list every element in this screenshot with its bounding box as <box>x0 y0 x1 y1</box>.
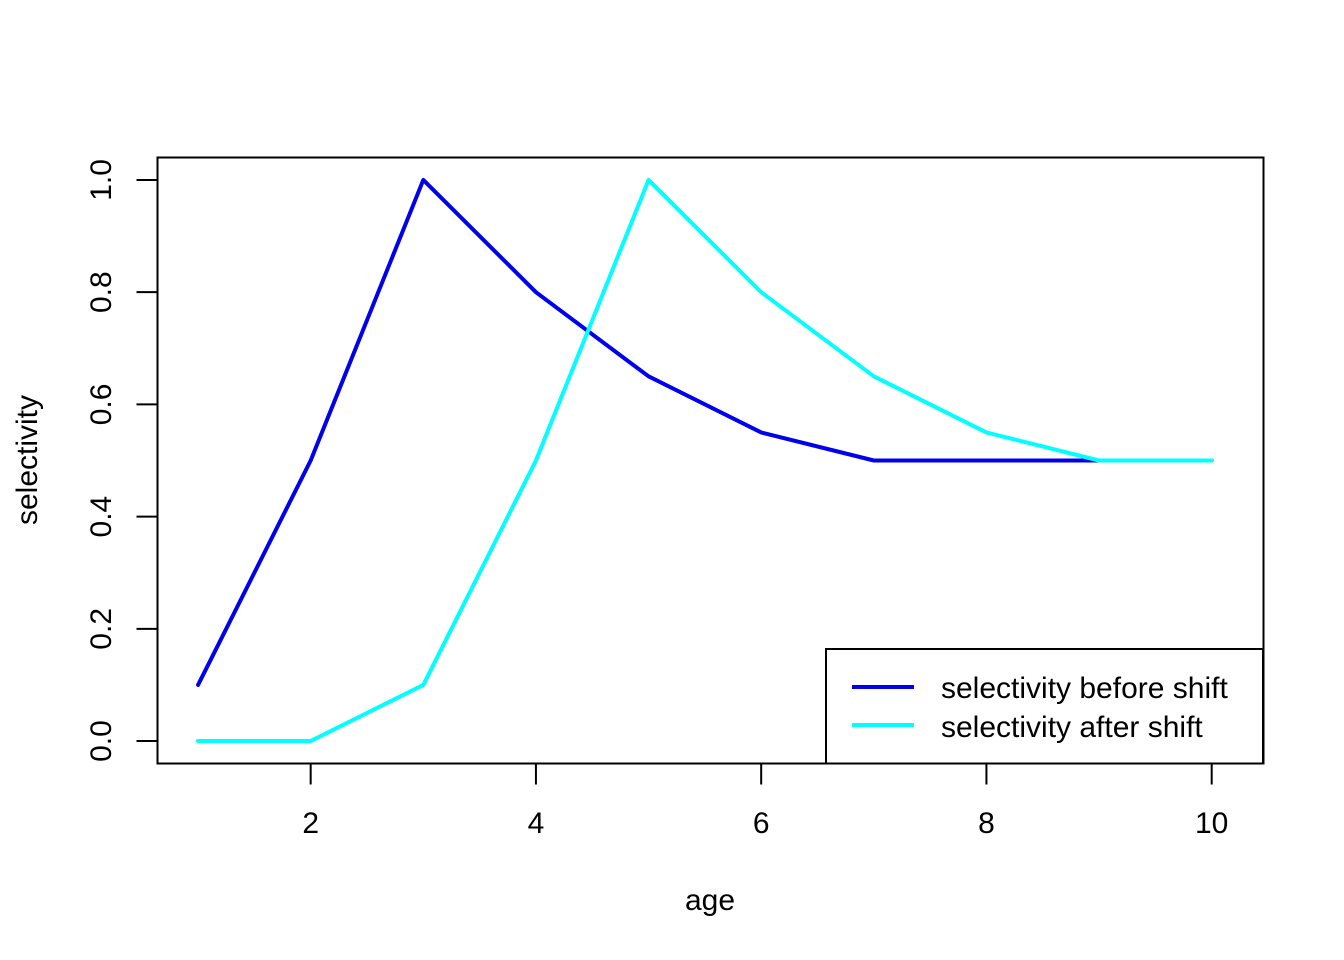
x-tick-label: 8 <box>978 807 995 840</box>
x-axis-title: age <box>685 884 735 917</box>
x-tick-label: 4 <box>528 807 545 840</box>
legend-box <box>825 648 1264 765</box>
plot-frame <box>156 156 1265 765</box>
y-tick-label: 1.0 <box>85 159 118 201</box>
y-tick-label: 0.4 <box>85 496 118 538</box>
x-tick-label: 10 <box>1195 807 1228 840</box>
series-line-0 <box>196 177 1214 687</box>
legend-label-after-shift: selectivity after shift <box>941 711 1203 744</box>
y-axis-title: selectivity <box>11 395 44 525</box>
x-tick-label: 2 <box>302 807 319 840</box>
y-tick-label: 0.2 <box>85 608 118 650</box>
legend: selectivity before shift selectivity aft… <box>825 648 1264 765</box>
y-tick-label: 0.6 <box>85 384 118 426</box>
series-line-1 <box>196 177 1214 744</box>
y-axis: 0.0 0.2 0.4 0.6 0.8 1.0 <box>85 159 158 762</box>
legend-label-before-shift: selectivity before shift <box>941 672 1228 705</box>
y-tick-label: 0.0 <box>85 720 118 762</box>
x-axis: 2 4 6 8 10 <box>302 763 1228 840</box>
y-tick-label: 0.8 <box>85 271 118 313</box>
series-layer <box>196 177 1214 744</box>
x-tick-label: 6 <box>753 807 770 840</box>
